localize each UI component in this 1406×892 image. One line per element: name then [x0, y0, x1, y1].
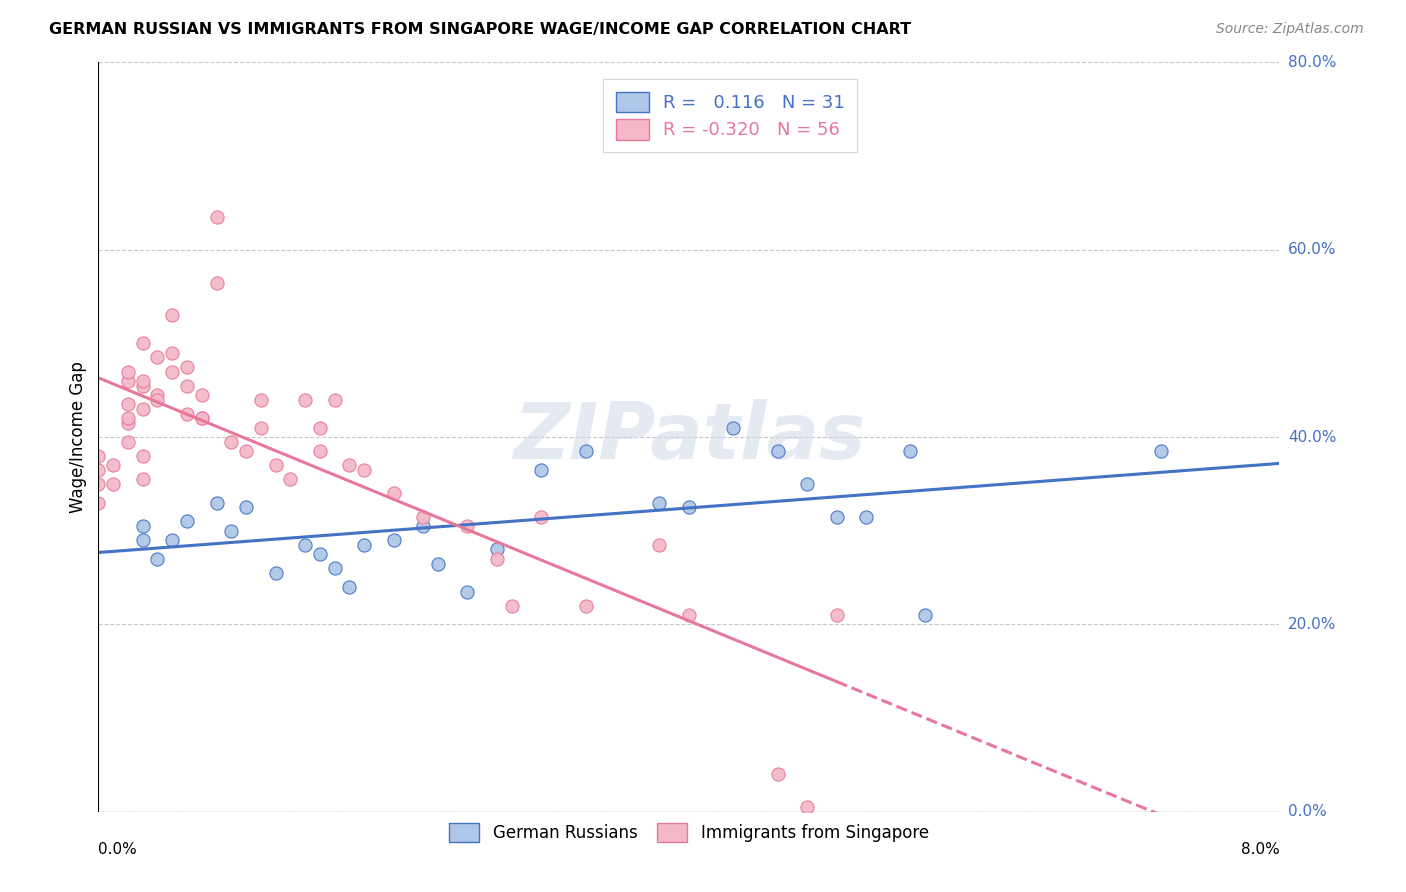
Text: 8.0%: 8.0% [1240, 842, 1279, 857]
Point [146, 392, 169, 407]
Point [117, 416, 139, 430]
Point [117, 397, 139, 411]
Point [132, 472, 155, 486]
Point [1150, 444, 1173, 458]
Point [117, 365, 139, 379]
Text: 0.0%: 0.0% [98, 842, 138, 857]
Point [412, 519, 434, 533]
Point [796, 800, 818, 814]
Point [427, 557, 450, 571]
Point [132, 449, 155, 463]
Point [353, 538, 375, 552]
Point [382, 486, 405, 500]
Point [103, 476, 125, 491]
Point [294, 392, 316, 407]
Point [146, 351, 169, 365]
Text: 60.0%: 60.0% [1288, 243, 1336, 257]
Point [486, 551, 509, 566]
Point [914, 608, 936, 623]
Point [87, 449, 110, 463]
Point [678, 500, 700, 515]
Point [162, 308, 183, 322]
Point [191, 411, 214, 425]
Point [339, 580, 361, 594]
Point [117, 434, 139, 449]
Point [825, 608, 848, 623]
Point [855, 509, 877, 524]
Text: GERMAN RUSSIAN VS IMMIGRANTS FROM SINGAPORE WAGE/INCOME GAP CORRELATION CHART: GERMAN RUSSIAN VS IMMIGRANTS FROM SINGAP… [49, 22, 911, 37]
Point [221, 434, 243, 449]
Point [796, 476, 818, 491]
Point [162, 345, 183, 359]
Point [132, 374, 155, 388]
Text: 40.0%: 40.0% [1288, 430, 1336, 444]
Point [457, 519, 479, 533]
Point [280, 472, 302, 486]
Point [530, 509, 553, 524]
Point [648, 538, 671, 552]
Point [486, 542, 509, 557]
Point [87, 463, 110, 477]
Point [221, 524, 243, 538]
Point [309, 547, 332, 561]
Point [575, 599, 598, 613]
Point [117, 374, 139, 388]
Point [457, 584, 479, 599]
Point [766, 767, 789, 781]
Point [648, 496, 671, 510]
Point [176, 407, 198, 421]
Point [250, 392, 273, 407]
Point [339, 458, 361, 473]
Point [575, 444, 598, 458]
Text: Source: ZipAtlas.com: Source: ZipAtlas.com [1216, 22, 1364, 37]
Point [766, 444, 789, 458]
Point [132, 378, 155, 392]
Point [501, 599, 523, 613]
Point [132, 401, 155, 416]
Point [530, 463, 553, 477]
Point [323, 392, 346, 407]
Legend: German Russians, Immigrants from Singapore: German Russians, Immigrants from Singapo… [439, 813, 939, 852]
Point [294, 538, 316, 552]
Y-axis label: Wage/Income Gap: Wage/Income Gap [69, 361, 87, 513]
Text: 80.0%: 80.0% [1288, 55, 1336, 70]
Point [723, 421, 745, 435]
Point [176, 378, 198, 392]
Point [309, 421, 332, 435]
Point [117, 411, 139, 425]
Point [900, 444, 922, 458]
Point [132, 336, 155, 351]
Point [353, 463, 375, 477]
Point [235, 500, 257, 515]
Point [191, 388, 214, 402]
Point [264, 458, 287, 473]
Point [678, 608, 700, 623]
Point [132, 519, 155, 533]
Point [323, 561, 346, 575]
Point [146, 551, 169, 566]
Point [191, 411, 214, 425]
Point [87, 496, 110, 510]
Point [205, 276, 228, 290]
Point [412, 509, 434, 524]
Point [176, 359, 198, 374]
Point [309, 444, 332, 458]
Point [146, 388, 169, 402]
Point [825, 509, 848, 524]
Point [382, 533, 405, 547]
Point [235, 444, 257, 458]
Point [87, 476, 110, 491]
Point [176, 514, 198, 528]
Point [250, 421, 273, 435]
Text: 20.0%: 20.0% [1288, 617, 1336, 632]
Point [132, 533, 155, 547]
Point [162, 533, 183, 547]
Text: 0.0%: 0.0% [1288, 805, 1326, 819]
Point [205, 210, 228, 224]
Point [103, 458, 125, 473]
Text: ZIPatlas: ZIPatlas [513, 399, 865, 475]
Point [162, 365, 183, 379]
Point [205, 496, 228, 510]
Point [264, 566, 287, 580]
